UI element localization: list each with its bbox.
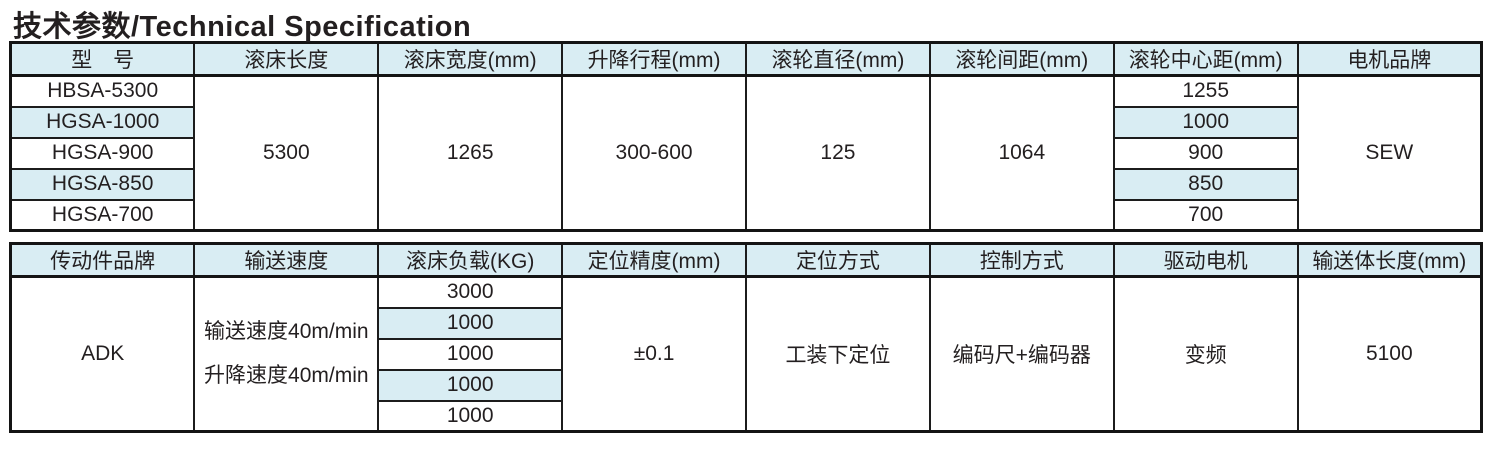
bed-load-cell: 1000: [377, 337, 564, 371]
bed-load-cell: 1000: [377, 306, 564, 340]
header-cell-motor-brand: 电机品牌: [1296, 41, 1483, 77]
drive-motor-cell: 变频: [1112, 275, 1299, 433]
header-cell-transmission-brand: 传动件品牌: [9, 242, 196, 278]
technical-spec-table-1: 型 号 滚床长度 滚床宽度(mm) 升降行程(mm) 滚轮直径(mm) 滚轮间距…: [9, 41, 1483, 232]
roller-diameter-cell: 125: [745, 74, 931, 232]
bed-width-cell: 1265: [377, 74, 564, 232]
positioning-accuracy-cell: ±0.1: [561, 275, 747, 433]
table-row: 1000: [11, 337, 1482, 371]
page-title: 技术参数/Technical Specification: [13, 11, 472, 43]
positioning-method-cell: 工装下定位: [745, 275, 931, 433]
center-distance-cell: 700: [1112, 198, 1299, 232]
table-row: ADK 输送速度40m/min 升降速度40m/min 3000 ±0.1 工装…: [9, 275, 1483, 433]
table-row: HGSA-700 700: [9, 198, 1482, 232]
header-cell-conveying-speed: 输送速度: [193, 242, 380, 278]
model-cell: HGSA-700: [9, 198, 196, 232]
header-cell-roller-diameter: 滚轮直径(mm): [745, 41, 931, 77]
header-cell-positioning-accuracy: 定位精度(mm): [561, 242, 747, 278]
table-row: HGSA-900 900: [9, 136, 1482, 170]
motor-brand-cell: SEW: [1296, 74, 1483, 232]
speed-line-2: 升降速度40m/min: [204, 364, 369, 387]
center-distance-cell: 1255: [1112, 74, 1299, 108]
table1-header-row: 型 号 滚床长度 滚床宽度(mm) 升降行程(mm) 滚轮直径(mm) 滚轮间距…: [9, 41, 1483, 77]
lift-stroke-cell: 300-600: [561, 74, 747, 232]
header-cell-roller-spacing: 滚轮间距(mm): [928, 41, 1115, 77]
center-distance-cell: 850: [1112, 167, 1299, 201]
table-row: 1000: [11, 306, 1482, 340]
table-row: 1000: [11, 399, 1482, 433]
header-cell-positioning-method: 定位方式: [745, 242, 931, 278]
model-cell: HGSA-1000: [9, 105, 196, 139]
conveying-speed-cell: 输送速度40m/min 升降速度40m/min: [193, 275, 380, 433]
bed-length-cell: 5300: [193, 74, 380, 232]
header-cell-control-method: 控制方式: [928, 242, 1115, 278]
transmission-brand-cell: ADK: [9, 275, 196, 433]
technical-spec-table-2: 传动件品牌 输送速度 滚床负载(KG) 定位精度(mm) 定位方式 控制方式 驱…: [9, 242, 1483, 433]
table-row: HGSA-850 850: [9, 167, 1482, 201]
header-cell-lift-stroke: 升降行程(mm): [561, 41, 747, 77]
roller-spacing-cell: 1064: [928, 74, 1115, 232]
header-cell-conveyor-length: 输送体长度(mm): [1296, 242, 1483, 278]
center-distance-cell: 900: [1112, 136, 1299, 170]
table-row: HGSA-1000 1000: [9, 105, 1482, 139]
table2-header-row: 传动件品牌 输送速度 滚床负载(KG) 定位精度(mm) 定位方式 控制方式 驱…: [9, 242, 1483, 278]
conveyor-length-cell: 5100: [1296, 275, 1483, 433]
center-distance-cell: 1000: [1112, 105, 1299, 139]
model-cell: HBSA-5300: [9, 74, 196, 108]
header-cell-bed-load: 滚床负载(KG): [377, 242, 564, 278]
model-cell: HGSA-900: [9, 136, 196, 170]
header-cell-center-distance: 滚轮中心距(mm): [1112, 41, 1299, 77]
header-cell-drive-motor: 驱动电机: [1112, 242, 1299, 278]
table-row: 1000: [11, 368, 1482, 402]
bed-load-cell: 3000: [377, 275, 564, 309]
table-row: HBSA-5300 5300 1265 300-600 125 1064 125…: [9, 74, 1483, 232]
control-method-cell: 编码尺+编码器: [928, 275, 1115, 433]
header-cell-model: 型 号: [9, 41, 196, 77]
header-cell-bed-length: 滚床长度: [193, 41, 380, 77]
header-cell-bed-width: 滚床宽度(mm): [377, 41, 564, 77]
bed-load-cell: 1000: [377, 368, 564, 402]
speed-line-1: 输送速度40m/min: [204, 320, 369, 343]
model-cell: HGSA-850: [9, 167, 196, 201]
bed-load-cell: 1000: [377, 399, 564, 433]
